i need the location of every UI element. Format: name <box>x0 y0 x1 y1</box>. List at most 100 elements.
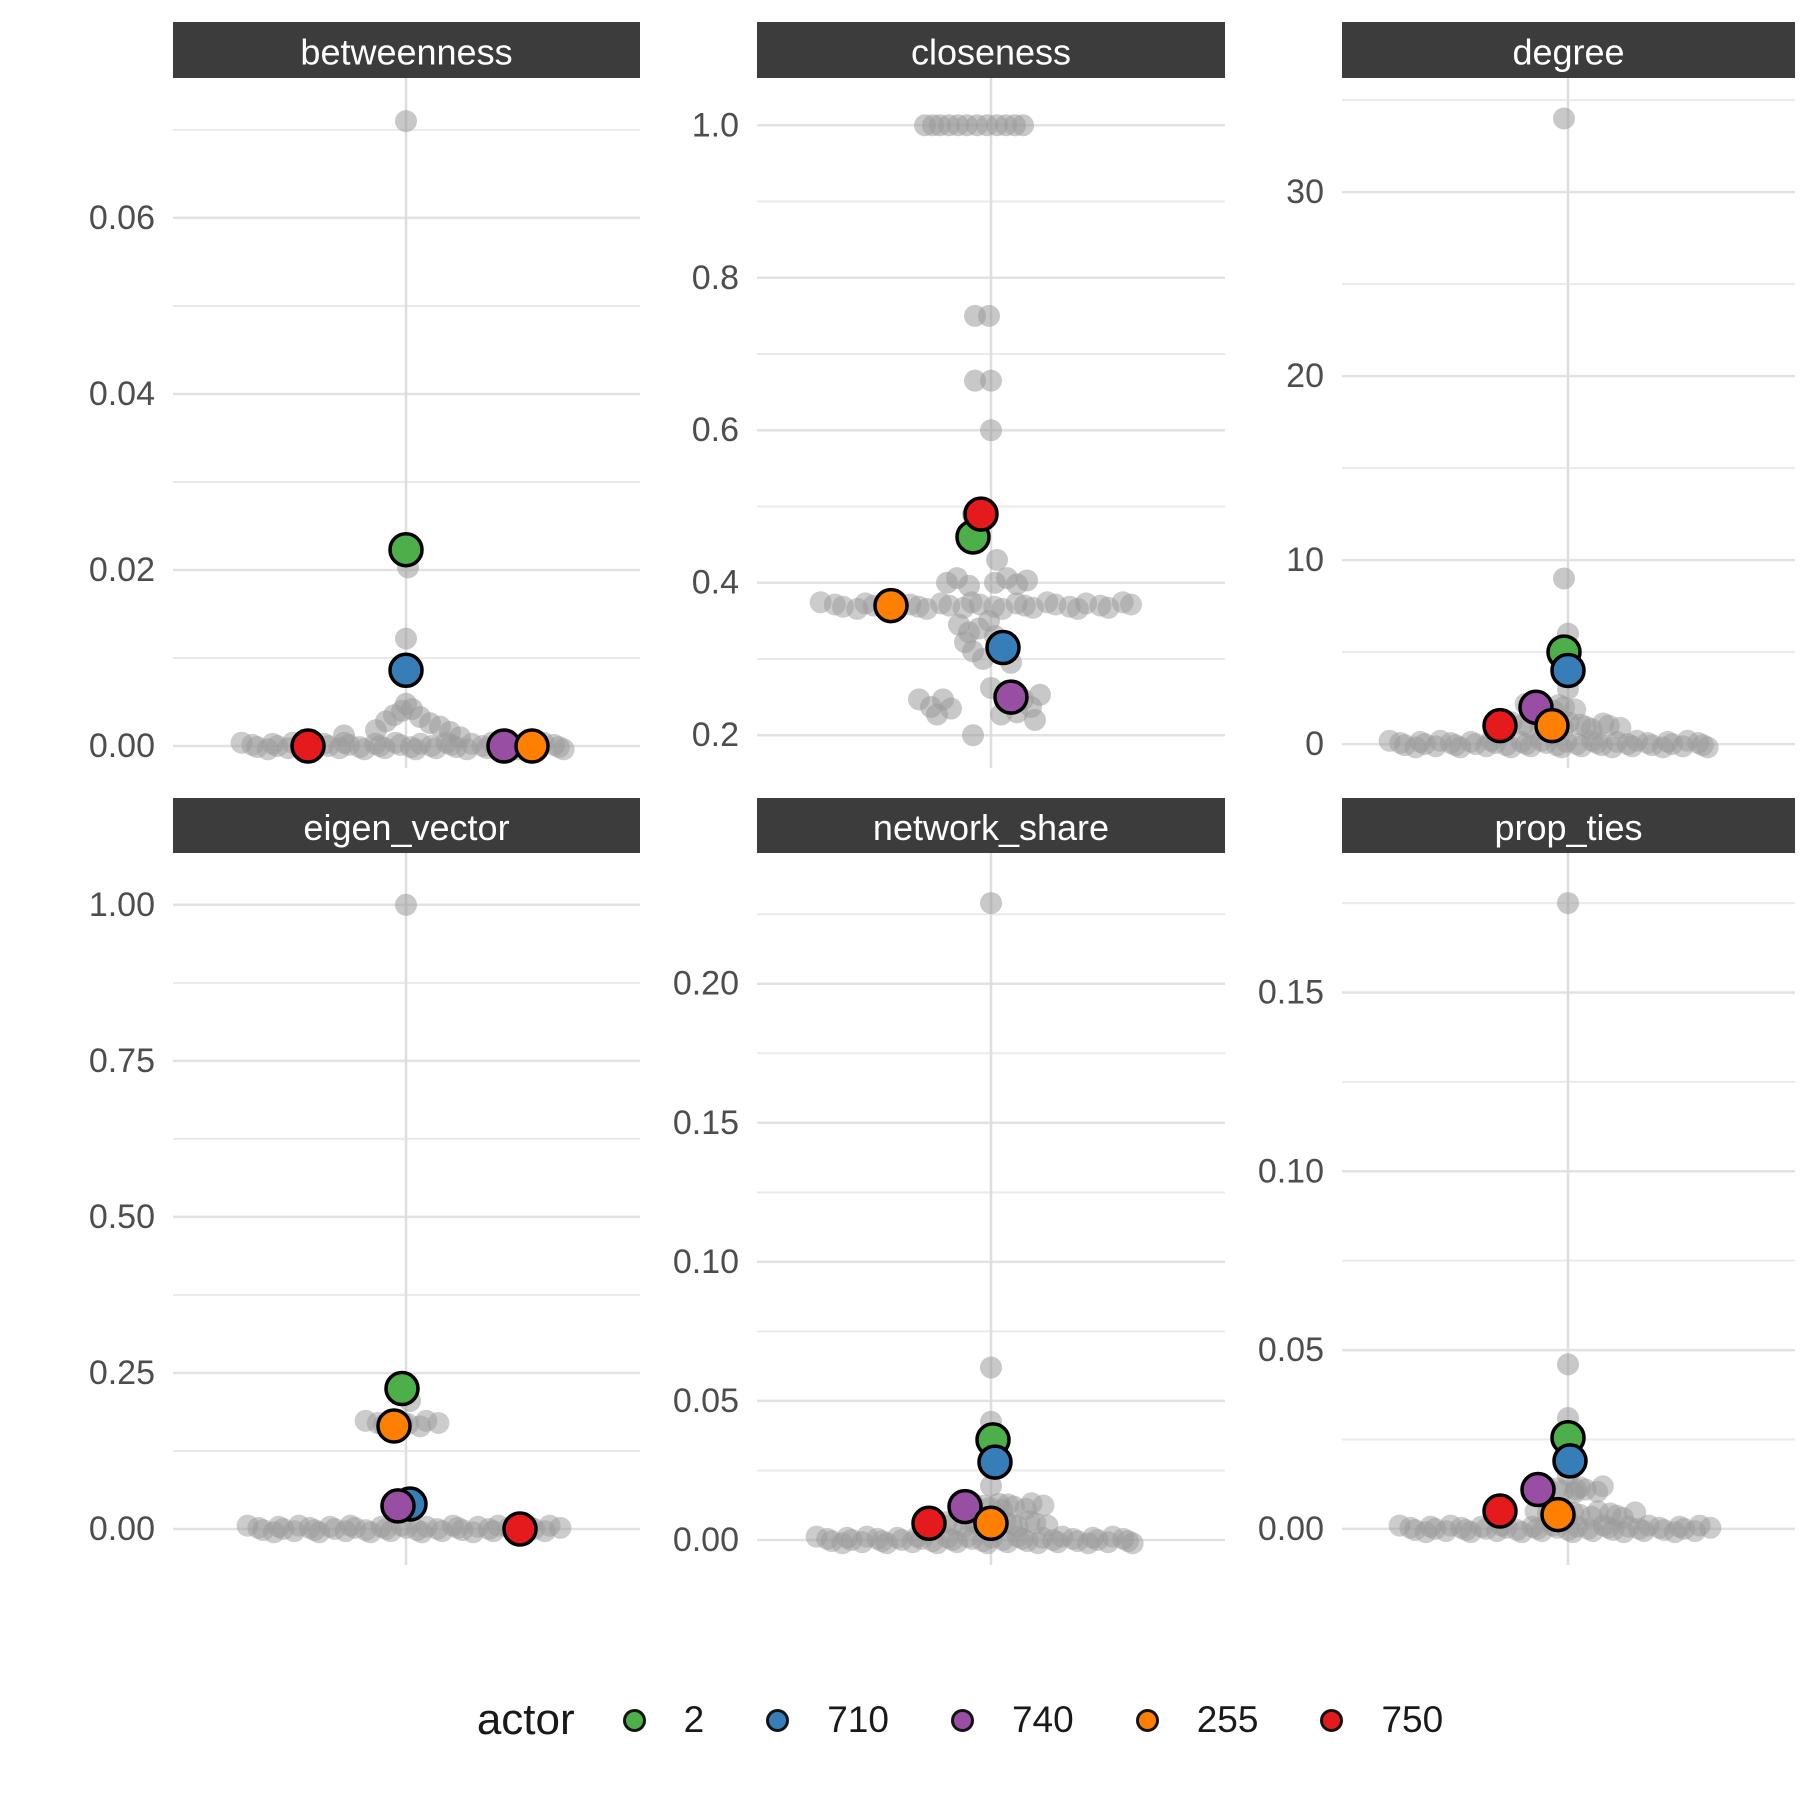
highlight-point-actor-255 <box>873 587 909 624</box>
gray-point <box>1016 569 1038 592</box>
gray-point <box>964 369 986 392</box>
gray-point <box>1565 1478 1587 1501</box>
highlight-point-actor-710 <box>977 1444 1013 1480</box>
gray-point <box>549 1516 572 1539</box>
gray-point <box>986 548 1008 571</box>
highlight-point-actor-750 <box>911 1505 947 1542</box>
facet-closeness: 1.0 0.8 0.6 0.4 0.2 closeness <box>692 22 1225 768</box>
facet-title: network_share <box>873 807 1109 848</box>
y-tick-label: 0.75 <box>89 1042 155 1080</box>
highlight-point-actor-750 <box>1482 707 1518 744</box>
gray-point <box>978 304 1000 327</box>
y-tick-label: 0.00 <box>673 1521 739 1559</box>
y-tick-label: 0.8 <box>692 259 739 297</box>
highlight-point-actor-740 <box>993 679 1029 715</box>
highlight-point-actor-255 <box>514 728 550 764</box>
highlight-point-actor-255 <box>1534 707 1570 744</box>
y-tick-label: 20 <box>1286 357 1324 395</box>
legend-dot-icon <box>1135 1708 1159 1732</box>
y-tick-label: 0.00 <box>89 1510 155 1548</box>
legend-entry-750: 750 <box>1320 1699 1443 1741</box>
gray-point <box>449 726 471 749</box>
gray-point <box>940 697 962 720</box>
y-tick-label: 0.25 <box>89 1354 155 1392</box>
gray-point <box>1553 107 1575 130</box>
legend-entry-2: 2 <box>622 1699 705 1741</box>
facet-title: closeness <box>911 32 1071 73</box>
y-tick-label: 0.4 <box>692 564 739 602</box>
facet-strip-network_share <box>757 798 1225 853</box>
y-tick-label: 30 <box>1286 173 1324 211</box>
y-tick-label: 0.00 <box>89 727 155 765</box>
highlight-point-actor-710 <box>985 629 1021 666</box>
y-tick-label: 0.15 <box>673 1104 739 1142</box>
facet-strip-prop_ties <box>1342 798 1795 853</box>
legend: actor 2 710 740 255 750 <box>0 1682 1800 1758</box>
y-tick-label: 0.02 <box>89 551 155 589</box>
legend-label: 740 <box>1011 1699 1074 1740</box>
y-tick-label: 0.20 <box>673 965 739 1003</box>
y-tick-label: 10 <box>1286 541 1324 579</box>
gray-point <box>1557 1353 1579 1376</box>
facet-title: degree <box>1512 32 1624 73</box>
legend-entry-710: 710 <box>766 1699 889 1741</box>
highlight-point-actor-255 <box>1540 1496 1576 1533</box>
gray-point <box>1696 736 1719 759</box>
gray-point <box>427 1412 450 1435</box>
y-tick-label: 0.10 <box>673 1243 739 1281</box>
highlight-point-actor-750 <box>502 1511 538 1547</box>
legend-dot-icon <box>766 1708 790 1732</box>
gray-point <box>980 419 1002 442</box>
gray-point <box>1557 892 1579 915</box>
facet-title: eigen_vector <box>303 807 509 848</box>
gray-point <box>365 719 387 742</box>
facet-strip-eigen_vector <box>173 798 640 853</box>
gray-point <box>395 627 417 650</box>
facet-strip-betweenness <box>173 22 640 78</box>
legend-dot-icon <box>1320 1708 1344 1732</box>
legend-label: 750 <box>1381 1699 1444 1740</box>
gray-point <box>333 724 355 747</box>
highlight-point-actor-750 <box>290 728 326 764</box>
gray-point <box>958 574 980 597</box>
gray-point <box>1553 567 1575 590</box>
facet-title: betweenness <box>300 32 512 73</box>
highlight-point-actor-740 <box>947 1488 983 1525</box>
gray-point <box>1699 1516 1722 1539</box>
highlight-point-actor-255 <box>376 1408 412 1444</box>
gray-point <box>1591 1475 1614 1498</box>
gray-point <box>395 110 417 133</box>
y-tick-label: 0 <box>1305 725 1324 763</box>
gray-point <box>1121 1532 1144 1555</box>
legend-dot-icon <box>622 1708 646 1732</box>
highlight-point-actor-2 <box>388 531 424 568</box>
highlight-point-actor-750 <box>963 496 999 532</box>
y-tick-label: 1.0 <box>692 106 739 144</box>
highlight-point-actor-740 <box>380 1488 416 1524</box>
facet-strip-degree <box>1342 22 1795 78</box>
gray-point <box>1012 114 1034 137</box>
highlight-point-actor-750 <box>1482 1493 1518 1529</box>
gray-point <box>980 1356 1002 1379</box>
facet-network_share: 0.20 0.15 0.10 0.05 0.00 network_share <box>673 798 1225 1565</box>
highlight-point-actor-710 <box>1550 652 1586 689</box>
legend-row: actor 2 710 740 255 750 <box>477 1695 1443 1745</box>
gray-point <box>395 893 417 916</box>
y-tick-label: 0.15 <box>1258 973 1324 1011</box>
facet-degree: 30 20 10 0 degree <box>1286 22 1795 768</box>
legend-label: 2 <box>683 1699 705 1740</box>
gray-point <box>1024 708 1046 731</box>
facet-eigen_vector: 1.00 0.75 0.50 0.25 0.00 eigen_vector <box>89 798 640 1565</box>
gray-point <box>1120 593 1142 616</box>
highlight-point-actor-710 <box>388 652 424 689</box>
y-tick-label: 0.00 <box>1258 1510 1324 1548</box>
gray-point <box>980 369 1002 392</box>
facet-strip-closeness <box>757 22 1225 78</box>
highlight-point-actor-740 <box>1520 1471 1556 1508</box>
y-tick-label: 0.06 <box>89 199 155 237</box>
gray-point <box>552 738 575 761</box>
highlight-point-actor-2 <box>384 1370 420 1407</box>
legend-title: actor <box>476 1695 575 1744</box>
gray-point <box>962 724 984 747</box>
